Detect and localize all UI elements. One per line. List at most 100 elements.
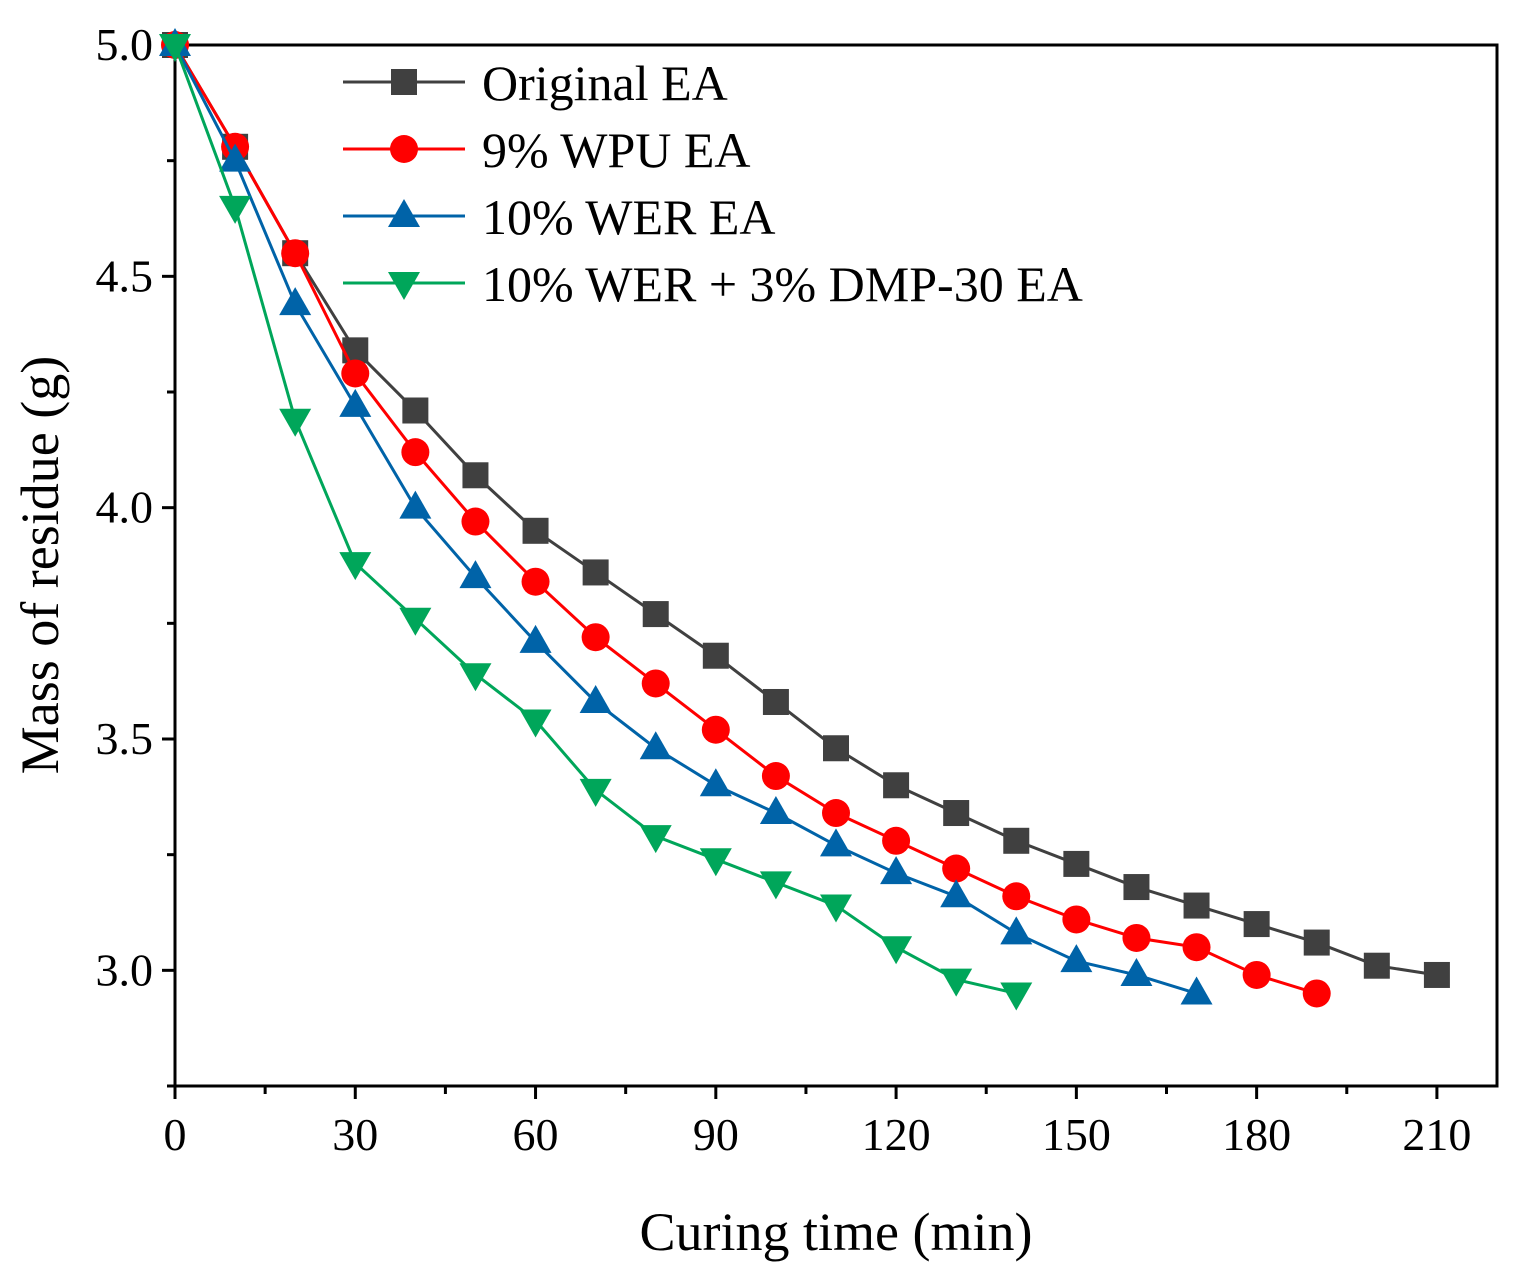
x-tick-label: 90 <box>693 1109 739 1160</box>
data-point <box>1180 976 1213 1005</box>
data-point <box>159 34 191 62</box>
series-3 <box>159 34 1033 1011</box>
data-point <box>880 856 913 885</box>
data-point <box>399 490 432 519</box>
data-point <box>759 796 792 825</box>
data-point <box>579 778 612 807</box>
data-point <box>219 195 252 224</box>
data-point <box>1243 911 1270 938</box>
data-point <box>1363 952 1390 979</box>
y-tick-label: 5.0 <box>96 19 154 70</box>
y-tick-label: 3.0 <box>96 944 154 995</box>
legend-marker <box>390 135 418 163</box>
legend-item: 10% WER EA <box>343 189 775 245</box>
data-point <box>642 601 669 628</box>
data-point <box>1182 933 1211 962</box>
data-point <box>219 143 252 172</box>
y-axis-title: Mass of residue (g) <box>10 356 70 774</box>
legend-marker <box>388 199 420 227</box>
legend-item: Original EA <box>343 55 728 111</box>
data-point <box>1242 960 1271 989</box>
data-point <box>339 388 372 417</box>
data-point <box>882 826 911 855</box>
series-0 <box>162 32 1450 988</box>
data-point <box>699 848 732 877</box>
legend-label: 9% WPU EA <box>482 122 751 178</box>
x-tick-label: 60 <box>513 1109 559 1160</box>
data-point <box>1120 957 1153 986</box>
data-point <box>1123 874 1150 901</box>
legend-label: 10% WER EA <box>482 189 775 245</box>
data-point <box>1002 882 1031 911</box>
x-tick-label: 30 <box>332 1109 378 1160</box>
legend-label: 10% WER + 3% DMP-30 EA <box>482 256 1083 312</box>
data-point <box>940 968 973 997</box>
legend-item: 10% WER + 3% DMP-30 EA <box>343 256 1083 312</box>
data-point <box>522 517 549 544</box>
series-group <box>159 28 1450 1011</box>
y-tick-label: 4.5 <box>96 250 154 301</box>
data-point <box>943 800 970 827</box>
data-point <box>1062 905 1091 934</box>
data-point <box>1423 961 1450 988</box>
x-tick-label: 120 <box>862 1109 931 1160</box>
data-point <box>1060 944 1093 973</box>
data-point <box>462 462 489 489</box>
legend-item: 9% WPU EA <box>343 122 751 178</box>
data-point <box>281 239 310 268</box>
x-tick-label: 210 <box>1402 1109 1471 1160</box>
data-point <box>1063 850 1090 877</box>
legend-marker <box>391 69 417 95</box>
series-line <box>173 44 1438 977</box>
data-point <box>519 709 552 738</box>
data-point <box>461 507 490 536</box>
data-point <box>761 762 790 791</box>
data-point <box>402 397 429 424</box>
y-tick-label: 4.0 <box>96 482 154 533</box>
data-point <box>823 735 849 762</box>
data-point <box>820 894 852 923</box>
series-line <box>173 44 1318 995</box>
data-point <box>401 438 430 467</box>
data-point <box>1003 827 1030 854</box>
x-tick-label: 180 <box>1222 1109 1291 1160</box>
data-point <box>883 772 910 799</box>
data-point <box>579 684 612 713</box>
y-tick-label: 3.5 <box>96 713 154 764</box>
data-point <box>339 552 372 581</box>
x-tick-label: 0 <box>164 1109 187 1160</box>
data-point <box>341 359 370 388</box>
plot-frame <box>173 43 1499 1088</box>
data-point <box>942 854 971 883</box>
series-1 <box>161 31 1331 1008</box>
data-point <box>639 825 672 854</box>
data-point <box>521 567 550 596</box>
data-point <box>639 731 672 760</box>
data-point <box>279 287 312 316</box>
data-point <box>1303 929 1330 956</box>
legend-marker <box>388 272 420 300</box>
data-point <box>279 408 312 437</box>
x-tick-label: 150 <box>1042 1109 1111 1160</box>
data-point <box>582 559 609 586</box>
data-point <box>1183 892 1210 919</box>
data-point <box>641 669 670 698</box>
data-point <box>1302 979 1331 1008</box>
data-point <box>459 560 492 589</box>
data-point <box>1000 982 1033 1011</box>
legend: Original EA 9% WPU EA 10% WER EA 10% WER + … <box>343 55 1083 312</box>
data-point <box>822 799 850 828</box>
data-point <box>880 936 913 965</box>
data-point <box>1000 916 1033 945</box>
data-point <box>459 663 492 692</box>
data-point <box>342 337 369 364</box>
data-point <box>701 715 730 744</box>
series-2 <box>159 28 1213 1005</box>
x-axis-title: Curing time (min) <box>640 1202 1033 1262</box>
data-point <box>399 607 432 636</box>
data-point <box>940 879 973 908</box>
data-point <box>762 688 789 715</box>
data-point <box>1122 923 1151 952</box>
data-point <box>702 642 729 669</box>
